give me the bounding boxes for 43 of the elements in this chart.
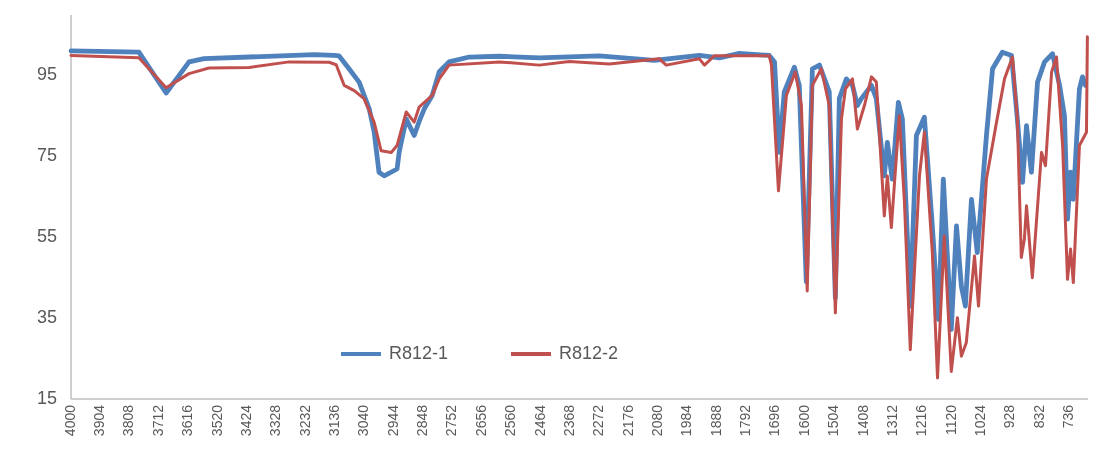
y-tick-label: 95	[36, 64, 57, 85]
x-tick-label: 3040	[355, 404, 372, 437]
x-tick-label: 1024	[971, 404, 988, 437]
x-tick-label: 3904	[91, 404, 108, 437]
x-tick-label: 1408	[854, 404, 871, 437]
legend-label: R812-2	[559, 342, 619, 363]
x-tick-label: 4000	[61, 404, 78, 437]
x-tick-label: 832	[1030, 404, 1047, 429]
x-tick-label: 2272	[590, 404, 607, 437]
x-tick-label: 1504	[825, 404, 842, 437]
x-tick-label: 928	[1001, 404, 1018, 429]
x-tick-label: 1888	[707, 404, 724, 437]
x-tick-label: 1312	[883, 404, 900, 437]
x-tick-label: 3424	[237, 404, 254, 437]
x-tick-label: 3520	[208, 404, 225, 437]
x-tick-label: 3616	[179, 404, 196, 437]
legend-label: R812-1	[389, 342, 449, 363]
y-tick-label: 75	[36, 145, 57, 166]
y-tick-label: 55	[36, 226, 57, 247]
x-tick-label: 2656	[472, 404, 489, 437]
x-tick-label: 2944	[384, 404, 401, 437]
x-tick-label: 2848	[414, 404, 431, 437]
x-tick-label: 3712	[149, 404, 166, 437]
x-tick-label: 3232	[296, 404, 313, 437]
x-tick-label: 1984	[678, 404, 695, 437]
x-tick-label: 1600	[795, 404, 812, 437]
x-tick-label: 736	[1060, 404, 1077, 429]
x-tick-label: 1792	[737, 404, 754, 437]
x-tick-label: 2368	[560, 404, 577, 437]
x-tick-label: 3136	[325, 404, 342, 437]
x-tick-label: 3328	[267, 404, 284, 437]
x-tick-label: 1120	[942, 404, 959, 436]
x-tick-label: 2464	[531, 404, 548, 437]
y-tick-label: 15	[36, 387, 57, 408]
x-tick-label: 1216	[913, 404, 930, 437]
y-tick-label: 35	[36, 306, 57, 327]
x-tick-label: 2752	[443, 404, 460, 437]
x-tick-label: 2080	[648, 404, 665, 437]
x-tick-label: 2560	[502, 404, 519, 437]
line-series	[69, 35, 1089, 380]
x-tick-label: 3808	[120, 404, 137, 437]
x-tick-label: 2176	[619, 404, 636, 437]
x-tick-label: 1696	[766, 404, 783, 437]
